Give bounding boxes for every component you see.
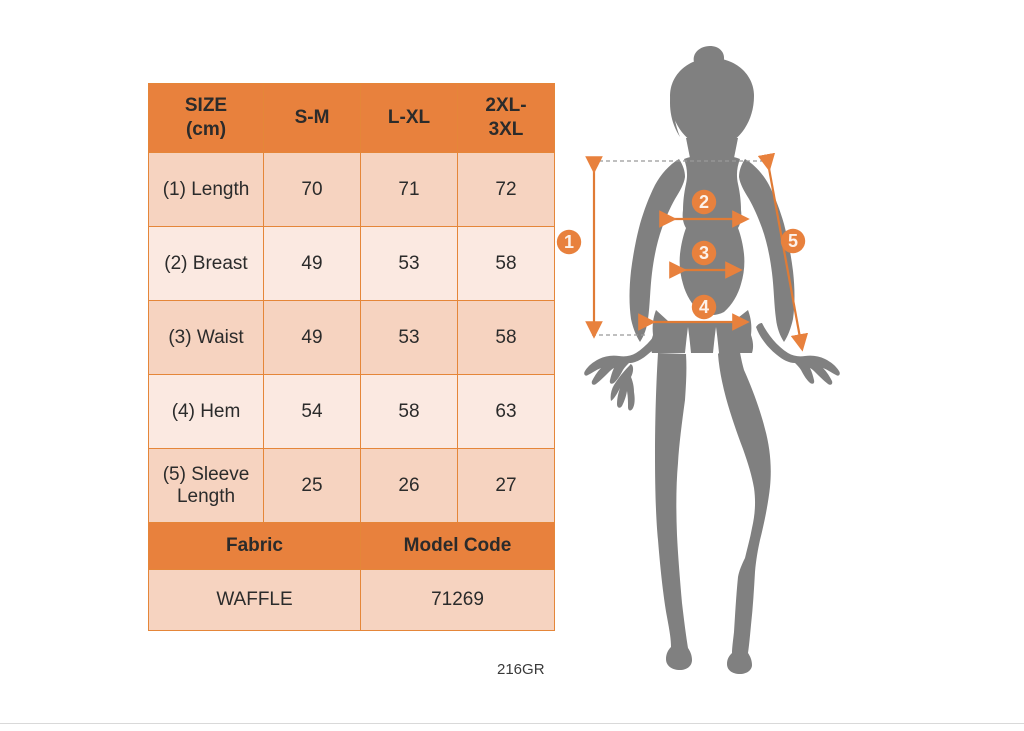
svg-text:3: 3	[699, 243, 709, 263]
svg-text:2: 2	[699, 192, 709, 212]
svg-text:1: 1	[564, 232, 574, 252]
svg-text:5: 5	[788, 231, 798, 251]
svg-text:4: 4	[699, 297, 709, 317]
